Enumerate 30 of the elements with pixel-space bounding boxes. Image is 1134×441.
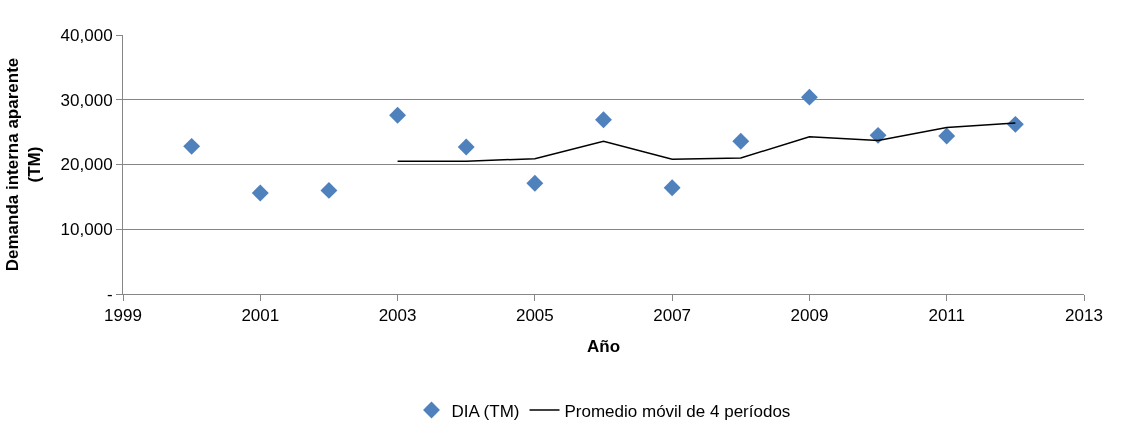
- legend-label: Promedio móvil de 4 períodos: [564, 401, 791, 421]
- point: [663, 179, 681, 197]
- y-tick-label: 30,000: [60, 90, 113, 110]
- y-axis-title: Demanda interna aparente (TM): [3, 57, 45, 272]
- x-tick-label: 2005: [515, 306, 554, 326]
- point: [732, 132, 750, 150]
- y-tick-label: 20,000: [60, 155, 113, 175]
- y-tick-label: -: [106, 284, 113, 304]
- x-tick-label: 1999: [104, 306, 142, 326]
- point: [595, 111, 612, 129]
- point: [800, 88, 818, 106]
- x-tick-label: 2001: [241, 306, 280, 326]
- x-tick-label: 2009: [790, 306, 829, 326]
- point: [526, 174, 544, 192]
- point: [183, 137, 201, 155]
- x-tick-label: 2003: [378, 306, 417, 326]
- x-axis-title: Año: [586, 336, 621, 356]
- x-tick-label: 2007: [653, 306, 692, 326]
- x-tick-label: 2013: [1065, 306, 1103, 326]
- point: [251, 184, 269, 202]
- point: [869, 126, 887, 144]
- point: [938, 127, 956, 145]
- point: [1006, 115, 1024, 133]
- y-tick-label: 40,000: [60, 25, 113, 45]
- x-tick-label: 2011: [928, 306, 965, 326]
- legend-label: DIA (TM): [451, 401, 520, 421]
- point: [320, 181, 338, 199]
- y-tick-label: 10,000: [60, 220, 113, 240]
- point: [457, 138, 475, 156]
- point: [389, 106, 407, 124]
